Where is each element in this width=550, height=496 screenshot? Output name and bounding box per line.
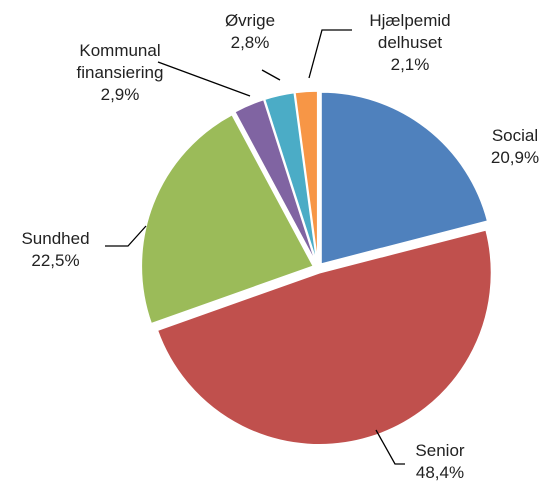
pie-slice	[263, 91, 318, 264]
leader-line	[308, 29, 352, 79]
leader-line	[375, 429, 405, 465]
value-label: 2,9%	[100, 85, 140, 104]
leader-line	[157, 61, 251, 97]
leader-line	[261, 69, 281, 81]
category-label: Øvrige	[224, 11, 276, 30]
leader-line	[105, 225, 147, 247]
pie-slice	[294, 90, 319, 264]
slice-label: Kommunal finansiering 2,9%	[50, 40, 190, 106]
slice-label: Senior 48,4%	[400, 440, 480, 484]
pie-slice	[156, 228, 493, 446]
pie-slice	[233, 98, 317, 264]
pie-slice	[140, 113, 315, 325]
value-label: 2,8%	[230, 33, 270, 52]
value-label: 22,5%	[31, 251, 80, 270]
slice-label: Social 20,9%	[475, 125, 550, 169]
value-label: 20,9%	[490, 148, 540, 167]
pie-slice	[320, 91, 489, 266]
category-label: Kommunal finansiering	[76, 41, 164, 82]
value-label: 48,4%	[415, 463, 465, 482]
value-label: 2,1%	[390, 55, 430, 74]
slice-label: Øvrige 2,8%	[200, 10, 300, 54]
slice-label: Hjælpemiddelhuset 2,1%	[366, 10, 454, 76]
category-label: Social	[491, 126, 539, 145]
slice-label: Sundhed 22,5%	[8, 228, 103, 272]
category-label: Sundhed	[21, 229, 90, 248]
category-label: Hjælpemiddelhuset	[369, 11, 451, 52]
category-label: Senior	[415, 441, 465, 460]
